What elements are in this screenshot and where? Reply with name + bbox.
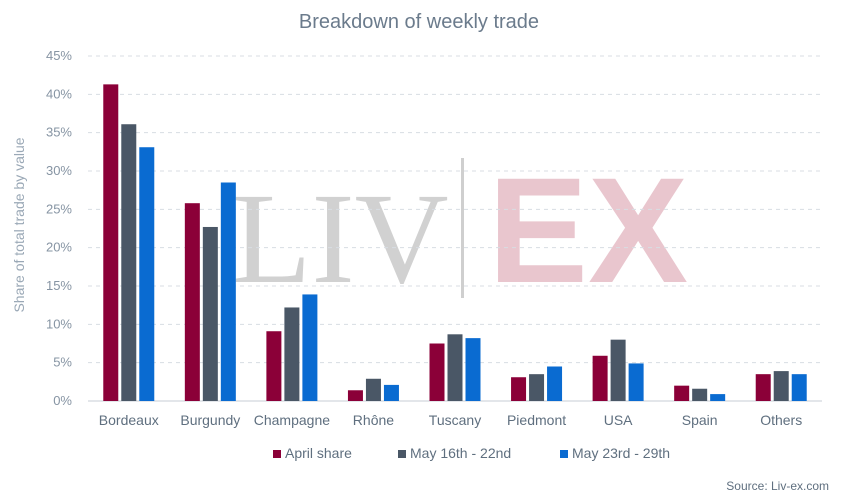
- bar-may-16th-22nd-champagne: [284, 307, 300, 401]
- y-tick-label: 0%: [53, 393, 72, 408]
- bar-april-share-tuscany: [429, 343, 445, 401]
- y-tick-label: 30%: [46, 163, 72, 178]
- bar-may-23rd-29th-burgundy: [220, 182, 236, 401]
- x-tick-label: Others: [760, 412, 802, 428]
- watermark-divider: [461, 158, 464, 298]
- bar-may-23rd-29th-rh-ne: [383, 384, 399, 401]
- y-tick-label: 35%: [46, 125, 72, 140]
- chart-title: Breakdown of weekly trade: [299, 11, 539, 33]
- bar-may-16th-22nd-bordeaux: [121, 124, 137, 401]
- bar-may-16th-22nd-piedmont: [529, 374, 545, 401]
- bar-may-16th-22nd-spain: [692, 388, 708, 401]
- legend: April share May 16th - 22nd May 23rd - 29t…: [273, 445, 670, 461]
- y-tick-label: 5%: [53, 355, 72, 370]
- y-tick-label: 25%: [46, 201, 72, 216]
- legend-swatch-april-share: [273, 450, 281, 458]
- x-tick-label: Rhône: [353, 412, 394, 428]
- bar-april-share-usa: [592, 355, 608, 401]
- y-tick-label: 15%: [46, 278, 72, 293]
- y-tick-label: 20%: [46, 240, 72, 255]
- bar-april-share-champagne: [266, 331, 282, 401]
- x-tick-label: Piedmont: [507, 412, 566, 428]
- source-text: Source: Liv-ex.com: [726, 479, 829, 493]
- x-tick-label: Burgundy: [180, 412, 240, 428]
- bar-april-share-others: [755, 374, 771, 401]
- x-tick-label: USA: [604, 412, 633, 428]
- legend-label: May 23rd - 29th: [572, 445, 670, 461]
- bar-may-16th-22nd-rh-ne: [365, 378, 381, 401]
- bar-may-23rd-29th-others: [791, 374, 807, 401]
- x-tick-label: Champagne: [254, 412, 330, 428]
- bar-may-16th-22nd-burgundy: [202, 226, 218, 401]
- watermark-liv-text: LIV: [232, 167, 449, 311]
- bar-may-16th-22nd-usa: [610, 339, 626, 401]
- bar-april-share-rh-ne: [347, 390, 363, 401]
- bars-layer: [103, 84, 807, 401]
- bar-may-23rd-29th-spain: [710, 394, 726, 401]
- legend-label: May 16th - 22nd: [410, 445, 511, 461]
- bar-may-23rd-29th-tuscany: [465, 338, 481, 401]
- bar-may-16th-22nd-tuscany: [447, 334, 463, 401]
- bar-april-share-bordeaux: [103, 84, 119, 401]
- y-tick-label: 10%: [46, 316, 72, 331]
- x-tick-label: Bordeaux: [99, 412, 159, 428]
- bar-may-23rd-29th-champagne: [302, 294, 318, 401]
- legend-swatch-may-16th-22nd: [398, 450, 406, 458]
- bar-may-23rd-29th-bordeaux: [139, 147, 155, 401]
- y-tick-label: 45%: [46, 48, 72, 63]
- bar-april-share-burgundy: [184, 203, 200, 401]
- bar-april-share-piedmont: [511, 377, 527, 401]
- x-tick-label: Spain: [682, 412, 718, 428]
- bar-april-share-spain: [674, 385, 690, 401]
- legend-label: April share: [285, 445, 352, 461]
- legend-swatch-may-23rd-29th: [560, 450, 568, 458]
- x-tick-label: Tuscany: [429, 412, 481, 428]
- bar-may-23rd-29th-usa: [628, 363, 644, 401]
- labels-layer: 0% 5% 10% 15% 20% 25% 30% 35% 40% 45% Bordeaux Burg…: [46, 48, 802, 428]
- bar-may-16th-22nd-others: [773, 371, 789, 401]
- y-axis-label: Share of total trade by value: [11, 137, 27, 312]
- bar-may-23rd-29th-piedmont: [547, 366, 563, 401]
- y-tick-label: 40%: [46, 86, 72, 101]
